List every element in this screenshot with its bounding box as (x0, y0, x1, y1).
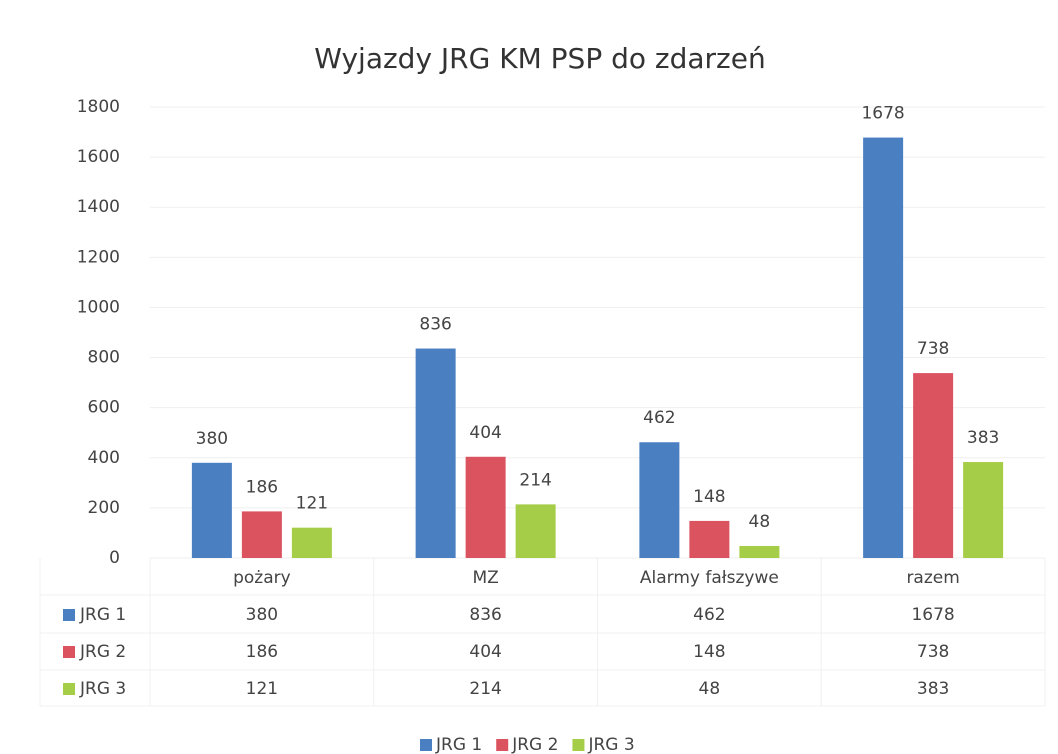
table-value: 404 (469, 642, 501, 662)
data-label: 836 (419, 315, 451, 335)
table-series-name: JRG 1 (79, 605, 126, 625)
data-label: 404 (469, 423, 501, 443)
data-label: 380 (196, 429, 228, 449)
bar (291, 527, 332, 558)
table-value: 1678 (911, 605, 954, 625)
y-tick-label: 1200 (77, 247, 120, 267)
data-label: 1678 (861, 104, 904, 124)
y-tick-label: 200 (88, 498, 120, 518)
bar (241, 511, 282, 558)
legend-swatch (63, 683, 75, 695)
legend-swatch (420, 739, 432, 751)
table-value: 214 (469, 679, 501, 699)
data-label: 48 (749, 512, 771, 532)
table-value: 380 (246, 605, 278, 625)
x-tick-label: Alarmy fałszywe (640, 568, 779, 588)
table-series-name: JRG 2 (79, 642, 126, 662)
bar (415, 348, 456, 558)
bar (913, 373, 954, 558)
table-value: 148 (693, 642, 725, 662)
legend-swatch (496, 739, 509, 751)
y-tick-label: 1800 (77, 97, 120, 117)
data-label: 214 (519, 470, 551, 490)
data-label: 462 (643, 408, 675, 428)
legend-swatch (63, 609, 75, 621)
bar (739, 545, 780, 558)
legend-label: JRG 1 (435, 735, 482, 754)
table-value: 48 (699, 679, 721, 699)
data-label: 121 (296, 494, 328, 514)
x-tick-label: razem (906, 568, 959, 588)
bar (191, 462, 232, 558)
bar (689, 520, 730, 558)
bar (465, 456, 506, 558)
bar (863, 137, 904, 558)
y-tick-label: 1400 (77, 197, 120, 217)
data-label: 186 (246, 477, 278, 497)
x-tick-label: MZ (472, 568, 498, 588)
legend-label: JRG 2 (511, 735, 558, 754)
table-value: 383 (917, 679, 949, 699)
legend-label: JRG 3 (587, 735, 634, 754)
bar (515, 504, 556, 558)
table-series-name: JRG 3 (79, 679, 126, 699)
chart-title: Wyjazdy JRG KM PSP do zdarzeń (314, 42, 765, 75)
table-value: 836 (469, 605, 501, 625)
y-tick-label: 600 (88, 398, 120, 418)
bar (639, 442, 680, 558)
table-value: 121 (246, 679, 278, 699)
y-tick-label: 400 (88, 448, 120, 468)
data-label: 738 (917, 339, 949, 359)
table-value: 186 (246, 642, 278, 662)
data-label: 148 (693, 487, 725, 507)
table-value: 462 (693, 605, 725, 625)
data-label: 383 (967, 428, 999, 448)
y-tick-label: 1000 (77, 297, 120, 317)
x-tick-label: pożary (233, 568, 291, 588)
y-tick-label: 0 (109, 548, 120, 568)
table-value: 738 (917, 642, 949, 662)
y-tick-label: 1600 (77, 147, 120, 167)
legend-swatch (63, 646, 75, 658)
y-tick-label: 800 (88, 348, 120, 368)
legend-swatch (572, 739, 585, 751)
bar (963, 462, 1004, 558)
